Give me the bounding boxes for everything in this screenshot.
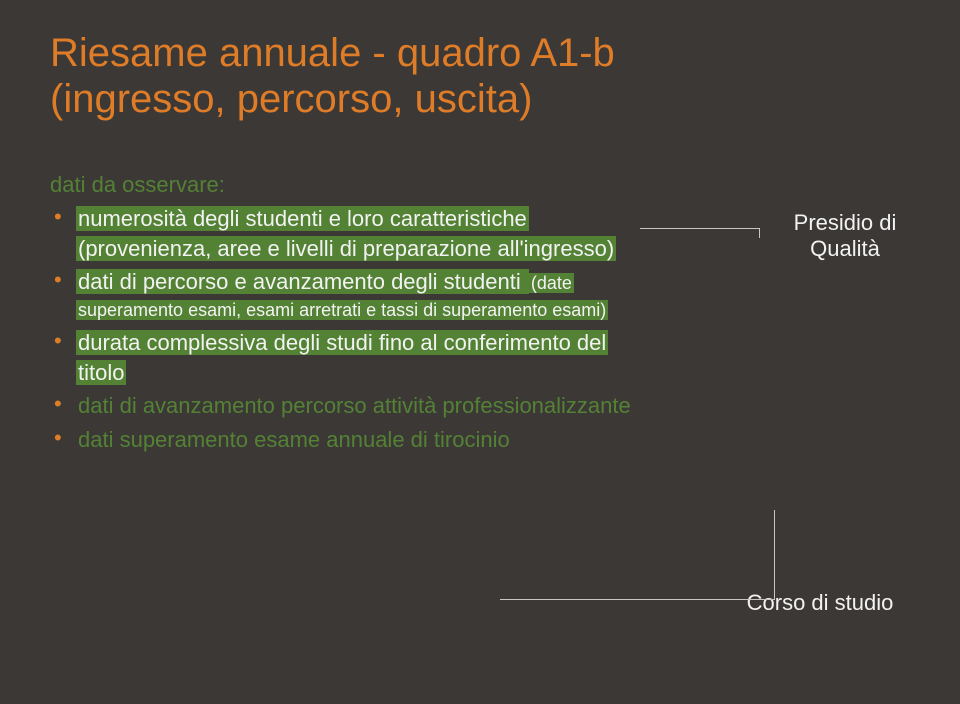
list-item: dati superamento esame annuale di tiroci… bbox=[50, 425, 910, 455]
label-line: Qualità bbox=[810, 236, 880, 261]
connector-line bbox=[640, 228, 760, 238]
item-text: dati di avanzamento percorso attività pr… bbox=[76, 393, 633, 418]
connector-line bbox=[500, 542, 775, 600]
label-line: Presidio di bbox=[794, 210, 897, 235]
item-text: dati superamento esame annuale di tiroci… bbox=[76, 427, 512, 452]
slide: Riesame annuale - quadro A1-b (ingresso,… bbox=[0, 0, 960, 704]
item-text: dati di percorso e avanzamento degli stu… bbox=[76, 269, 529, 294]
item-text: titolo bbox=[76, 360, 126, 385]
title-line-2: (ingresso, percorso, uscita) bbox=[50, 77, 532, 121]
slide-title: Riesame annuale - quadro A1-b (ingresso,… bbox=[50, 30, 910, 122]
item-text: durata complessiva degli studi fino al c… bbox=[76, 330, 608, 355]
list-item: dati di avanzamento percorso attività pr… bbox=[50, 391, 910, 421]
item-text: (provenienza, aree e livelli di preparaz… bbox=[76, 236, 616, 261]
item-subtext: superamento esami, esami arretrati e tas… bbox=[76, 300, 608, 320]
observe-label: dati da osservare: bbox=[50, 172, 910, 198]
title-line-1: Riesame annuale - quadro A1-b bbox=[50, 31, 615, 75]
label-presidio: Presidio di Qualità bbox=[780, 210, 910, 263]
item-subtext: (date bbox=[529, 273, 574, 293]
list-item: durata complessiva degli studi fino al c… bbox=[50, 328, 910, 358]
list-item: dati di percorso e avanzamento degli stu… bbox=[50, 267, 910, 297]
item-text: numerosità degli studenti e loro caratte… bbox=[76, 206, 529, 231]
